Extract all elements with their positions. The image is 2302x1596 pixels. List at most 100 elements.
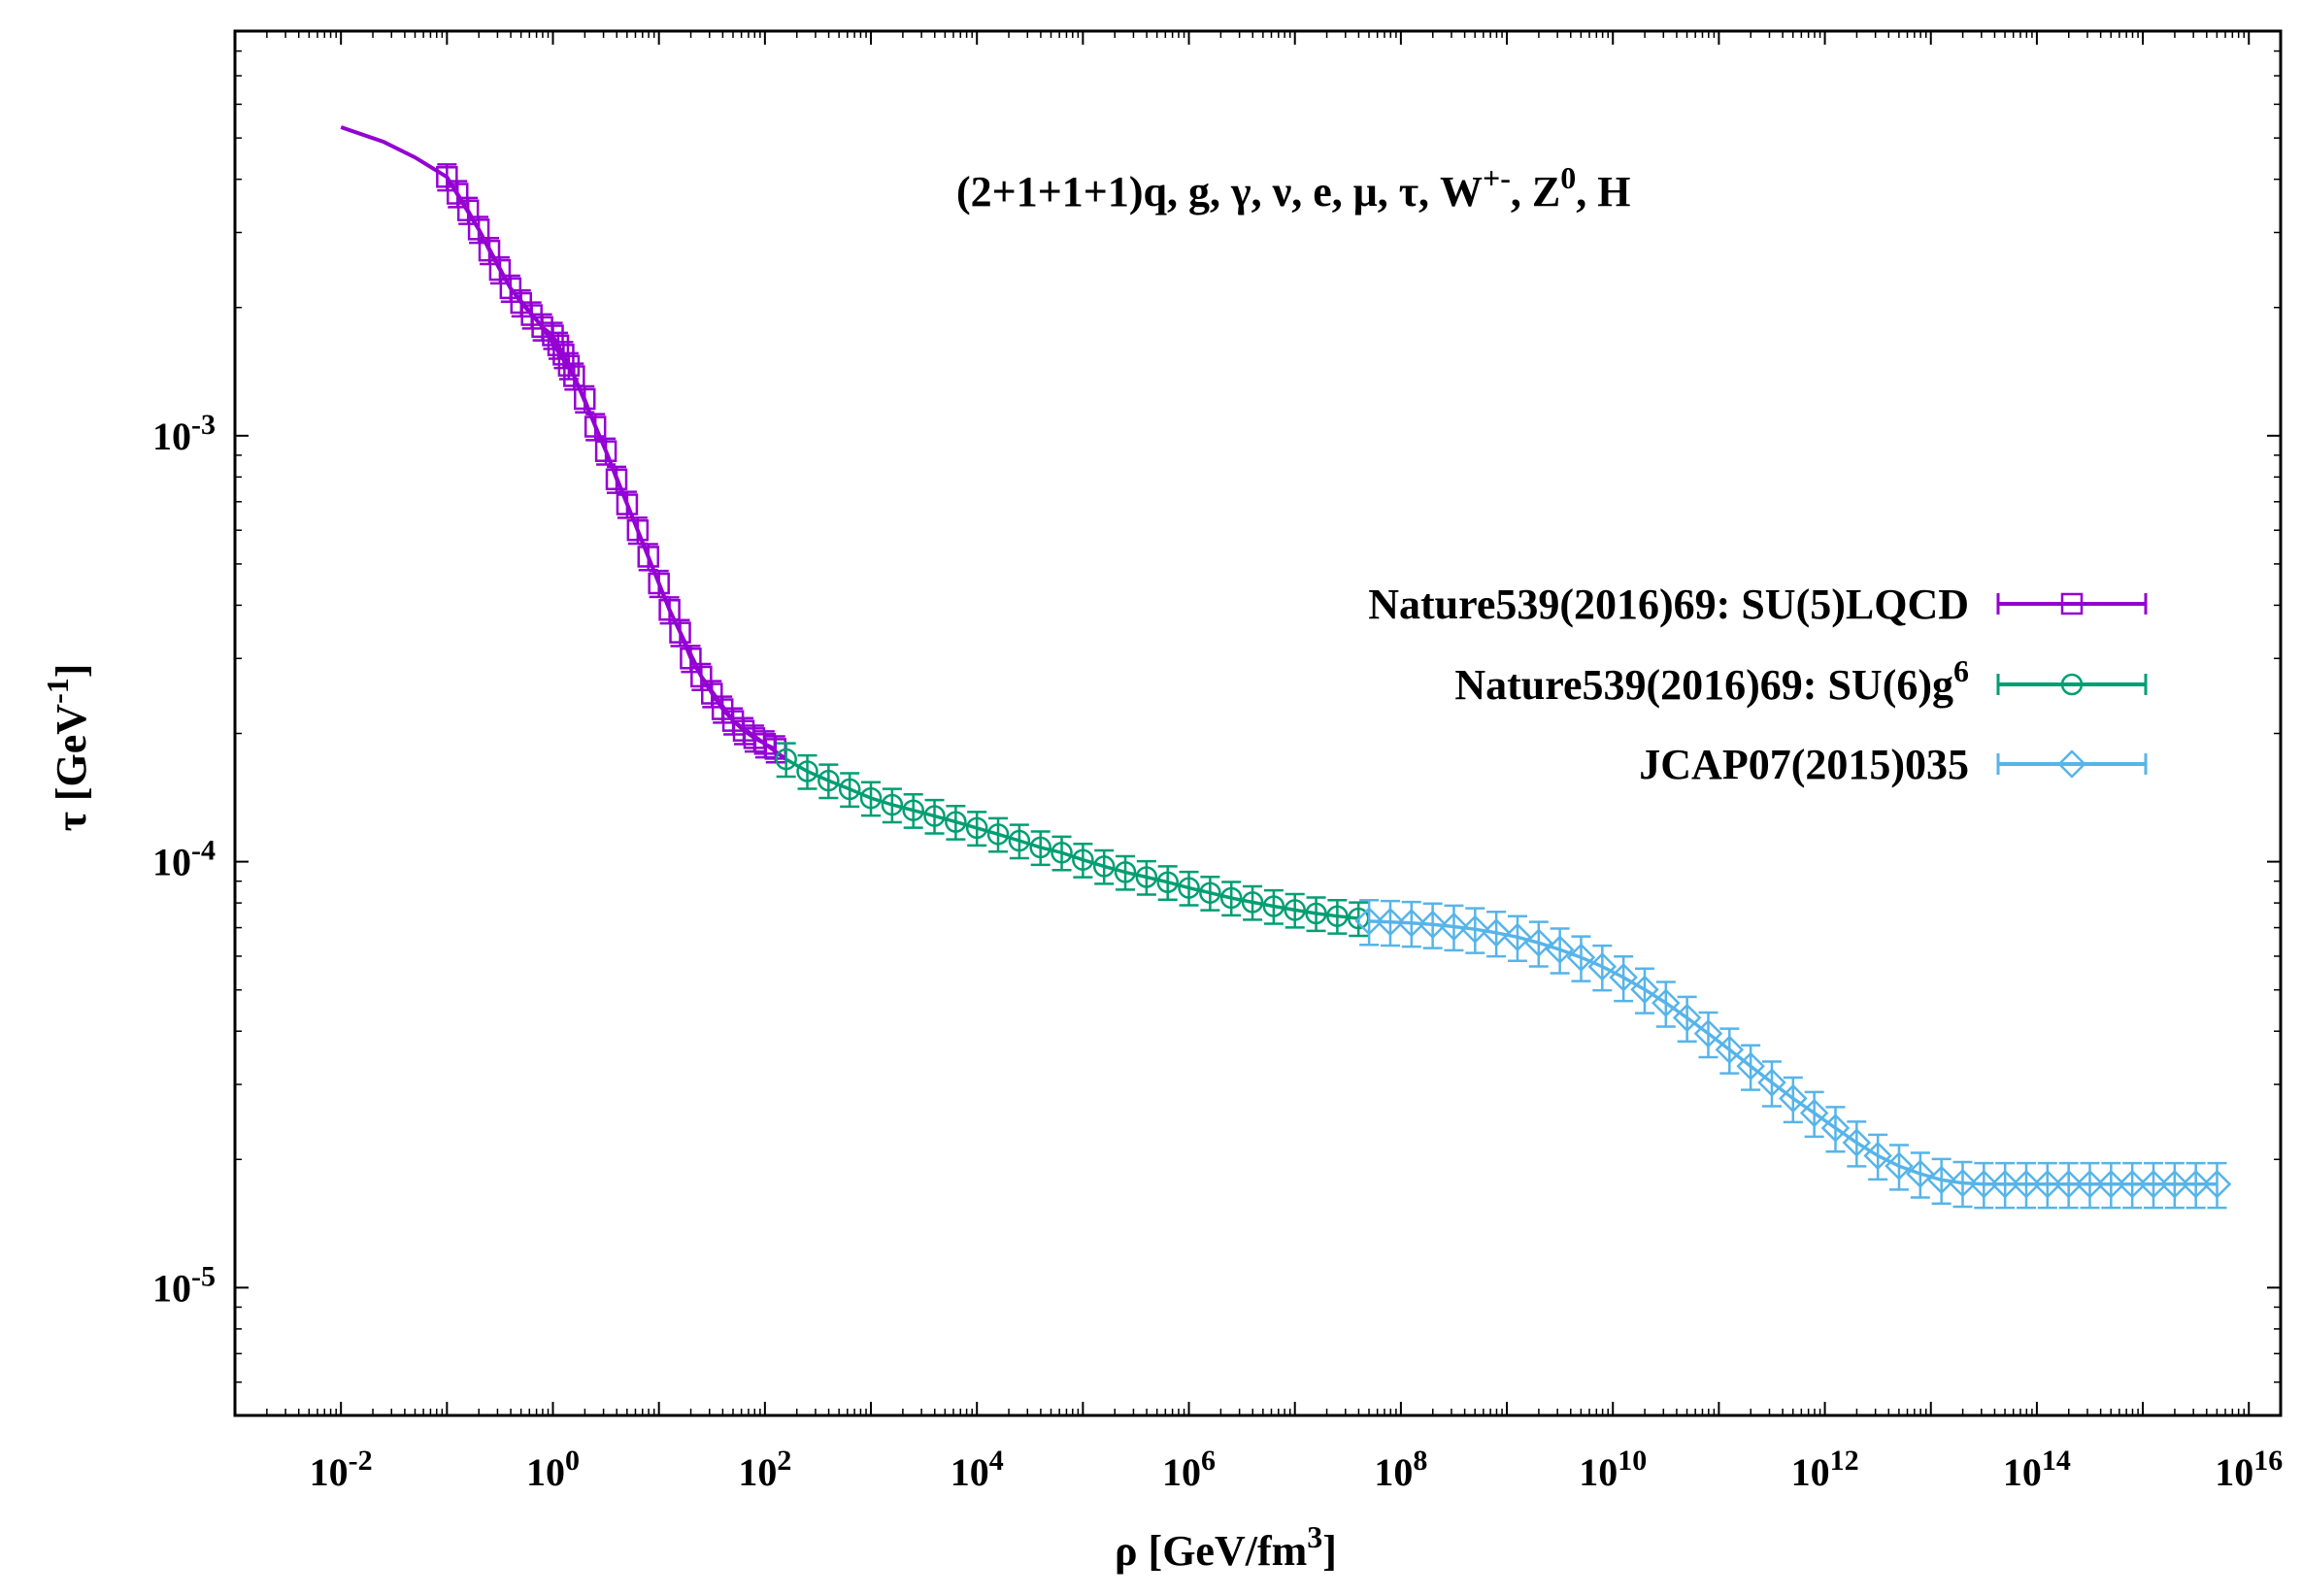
data-point (2012, 1169, 2041, 1199)
data-point (1842, 1128, 1872, 1157)
data-point (1284, 899, 1306, 921)
data-point (2033, 1169, 2062, 1199)
legend-label: Nature539(2016)69: SU(5)LQCD (1368, 581, 1969, 628)
x-tick-label: 1016 (2215, 1445, 2283, 1494)
data-point (1736, 1051, 1765, 1081)
data-point (1545, 935, 1575, 964)
data-point (574, 387, 596, 411)
x-tick-label: 100 (526, 1445, 580, 1494)
x-tick-label: 1012 (1791, 1445, 1859, 1494)
data-point (1672, 1003, 1702, 1033)
data-point (1178, 877, 1200, 899)
data-point (584, 416, 607, 438)
data-point (1092, 855, 1116, 878)
data-point (552, 344, 575, 366)
data-point (859, 786, 883, 810)
data-point (1072, 848, 1094, 871)
data-point (1863, 1141, 1892, 1171)
legend-marker (2057, 749, 2086, 779)
data-point (594, 440, 617, 462)
data-point (669, 621, 691, 644)
data-point (1926, 1165, 1956, 1195)
legend-marker (2060, 673, 2084, 696)
data-point (1693, 1018, 1723, 1048)
data-point (563, 365, 585, 387)
data-point (1906, 1159, 1935, 1188)
data-point (2160, 1169, 2189, 1199)
annotation: (2+1+1+1)q, g, γ, ν, e, μ, τ, W+-, Z0, H (956, 160, 1630, 216)
data-point (2139, 1169, 2168, 1199)
x-tick-label: 108 (1374, 1445, 1427, 1494)
legend-label: JCAP07(2015)035 (1639, 741, 1969, 788)
data-point (1029, 836, 1051, 859)
legend-label: Nature539(2016)69: SU(6)g6 (1454, 653, 1969, 709)
data-point (2118, 1169, 2147, 1199)
data-point (1482, 918, 1511, 948)
x-tick-label: 10-2 (310, 1445, 373, 1494)
data-point (1524, 928, 1553, 957)
y-axis-label: τ [GeV-1] (40, 664, 95, 832)
data-point (1969, 1169, 1999, 1199)
data-point (1418, 910, 1448, 940)
tick-labels: 10-2 100 102 104 106 108 1010 1012 1014 1016 10-3 1… (152, 409, 2283, 1494)
x-axis-label: ρ [GeV/fm3] (1115, 1519, 1337, 1575)
data-point (1008, 829, 1031, 852)
data-point (2053, 1169, 2084, 1199)
data-point (2096, 1169, 2126, 1199)
data-point (1820, 1114, 1851, 1143)
series-group (1354, 899, 2232, 1210)
y-tick-label: 10-3 (152, 409, 216, 458)
series-line (445, 176, 777, 750)
data-point (1219, 886, 1243, 910)
x-tick-label: 1010 (1579, 1445, 1647, 1494)
data-point (923, 805, 946, 827)
data-point (1051, 842, 1073, 864)
data-point (1990, 1169, 2019, 1199)
legend: Nature539(2016)69: SU(5)LQCD Nature539(20… (1368, 581, 2148, 788)
series-group (775, 742, 1370, 938)
data-point (1885, 1151, 1914, 1180)
data-point (1715, 1035, 1745, 1064)
plot-frame (233, 29, 2283, 1417)
data-point (965, 816, 988, 840)
y-tick-label: 10-5 (152, 1260, 216, 1310)
data-point (637, 546, 660, 568)
series-layer (436, 163, 2232, 1210)
data-point (648, 572, 670, 595)
data-point (467, 218, 490, 241)
data-point (1948, 1168, 1978, 1198)
data-point (1630, 975, 1659, 1005)
data-point (881, 793, 904, 816)
data-point (1376, 907, 1405, 937)
data-point (626, 518, 650, 542)
data-point (1241, 891, 1264, 914)
data-point (1503, 922, 1532, 952)
data-point (1460, 914, 1490, 944)
data-point (1651, 988, 1681, 1017)
data-point (1199, 881, 1221, 904)
data-point (1397, 908, 1426, 938)
x-tick-label: 102 (738, 1445, 791, 1494)
data-point (1326, 905, 1349, 927)
legend-marker (2060, 592, 2084, 615)
x-tick-label: 106 (1162, 1445, 1216, 1494)
data-point (817, 769, 840, 792)
data-point (986, 823, 1010, 846)
major-ticks (234, 31, 2281, 1415)
data-point (658, 599, 681, 621)
data-point (605, 468, 628, 490)
y-tick-label: 10-4 (152, 835, 216, 884)
x-tick-label: 104 (951, 1445, 1004, 1494)
data-point (2181, 1169, 2211, 1199)
data-point (1799, 1098, 1829, 1128)
data-point (838, 778, 861, 801)
data-point (616, 493, 639, 515)
data-point (902, 799, 924, 821)
data-point (796, 760, 818, 782)
data-point (1114, 861, 1137, 883)
data-point (1262, 895, 1285, 917)
fit-curve (340, 125, 787, 761)
data-point (945, 811, 967, 833)
x-tick-label: 1014 (2003, 1445, 2071, 1494)
